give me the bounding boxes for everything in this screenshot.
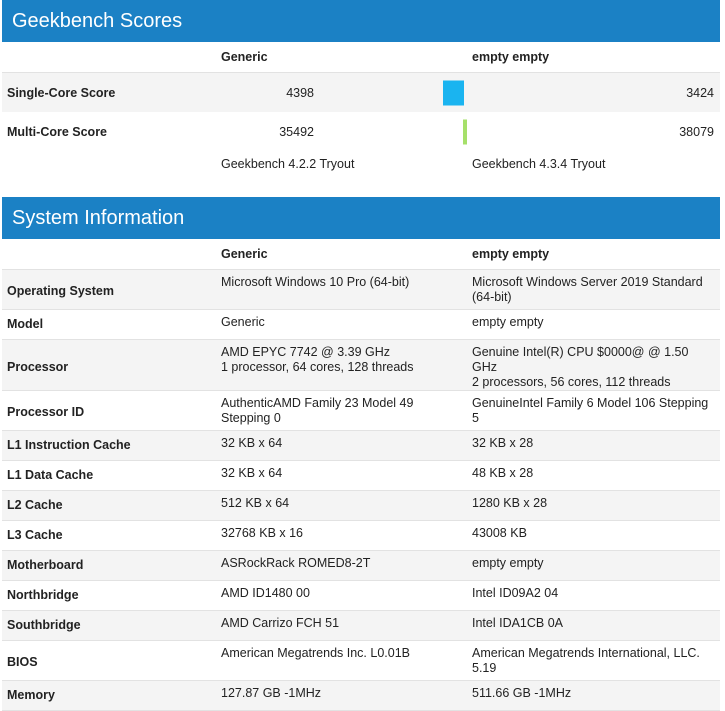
southbridge-generic: AMD Carrizo FCH 51 — [217, 610, 468, 641]
scores-title: Geekbench Scores — [2, 0, 720, 42]
scores-table: Generic empty empty Single-Core Score 43… — [2, 42, 720, 183]
l1-instruction-cache-label: L1 Instruction Cache — [2, 430, 217, 461]
system-header-empty: empty empty — [468, 239, 720, 270]
system-header-row: Generic empty empty — [2, 239, 720, 270]
processor-generic: AMD EPYC 7742 @ 3.39 GHz 1 processor, 64 … — [217, 339, 468, 391]
version-empty: Geekbench 4.3.4 Tryout — [472, 157, 606, 171]
system-row: Southbridge AMD Carrizo FCH 51 Intel IDA1C… — [2, 610, 720, 641]
bios-empty: American Megatrends International, LLC. … — [468, 640, 720, 681]
single-core-bar — [443, 80, 464, 105]
version-generic: Geekbench 4.2.2 Tryout — [221, 157, 355, 171]
operating-system-generic: Microsoft Windows 10 Pro (64-bit) — [217, 269, 468, 310]
motherboard-label: Motherboard — [2, 550, 217, 581]
l1-data-cache-generic: 32 KB x 64 — [217, 460, 468, 491]
scores-header-blank — [2, 42, 217, 73]
multi-core-empty-score: 38079 — [679, 124, 714, 139]
model-generic: Generic — [217, 309, 468, 340]
northbridge-label: Northbridge — [2, 580, 217, 611]
system-title: System Information — [2, 197, 720, 239]
motherboard-generic: ASRockRack ROMED8-2T — [217, 550, 468, 581]
system-row: BIOS American Megatrends Inc. L0.01B Ameri… — [2, 640, 720, 681]
system-header-blank — [2, 239, 217, 270]
l3-cache-label: L3 Cache — [2, 520, 217, 551]
southbridge-empty: Intel IDA1CB 0A — [468, 610, 720, 641]
bios-generic: American Megatrends Inc. L0.01B — [217, 640, 468, 681]
single-core-row: Single-Core Score 4398 3424 — [2, 72, 720, 112]
l2-cache-label: L2 Cache — [2, 490, 217, 521]
l1-instruction-cache-generic: 32 KB x 64 — [217, 430, 468, 461]
processor-label: Processor — [2, 339, 217, 391]
system-row: L1 Data Cache 32 KB x 64 48 KB x 28 — [2, 460, 720, 491]
scores-header-generic: Generic — [217, 42, 468, 73]
scores-panel: Geekbench Scores Generic empty empty Sin… — [2, 0, 720, 183]
processor-id-label: Processor ID — [2, 390, 217, 431]
system-row: L1 Instruction Cache 32 KB x 64 32 KB x 28 — [2, 430, 720, 461]
single-core-empty-score: 3424 — [686, 85, 714, 100]
system-table: Generic empty empty Operating System Micr… — [2, 239, 720, 711]
single-core-empty-cell: 3424 — [443, 72, 720, 112]
l3-cache-empty: 43008 KB — [468, 520, 720, 551]
system-row: L2 Cache 512 KB x 64 1280 KB x 28 — [2, 490, 720, 521]
l2-cache-empty: 1280 KB x 28 — [468, 490, 720, 521]
system-header-generic: Generic — [217, 239, 468, 270]
multi-core-generic-score: 35492 — [217, 112, 468, 151]
processor-id-empty: GenuineIntel Family 6 Model 106 Stepping… — [468, 390, 720, 431]
l2-cache-generic: 512 KB x 64 — [217, 490, 468, 521]
multi-core-bar — [463, 119, 467, 144]
memory-label: Memory — [2, 680, 217, 711]
l3-cache-generic: 32768 KB x 16 — [217, 520, 468, 551]
model-empty: empty empty — [468, 309, 720, 340]
system-row: Northbridge AMD ID1480 00 Intel ID09A2 04 — [2, 580, 720, 611]
processor-empty: Genuine Intel(R) CPU $0000@ @ 1.50 GHz 2 … — [468, 339, 720, 391]
processor-id-generic: AuthenticAMD Family 23 Model 49 Stepping… — [217, 390, 468, 431]
motherboard-empty: empty empty — [468, 550, 720, 581]
single-core-label: Single-Core Score — [2, 72, 217, 112]
memory-empty: 511.66 GB -1MHz — [468, 680, 720, 711]
multi-core-row: Multi-Core Score 35492 38079 — [2, 112, 720, 151]
bios-label: BIOS — [2, 640, 217, 681]
model-label: Model — [2, 309, 217, 340]
memory-generic: 127.87 GB -1MHz — [217, 680, 468, 711]
southbridge-label: Southbridge — [2, 610, 217, 641]
scores-header-empty: empty empty — [468, 42, 720, 73]
l1-data-cache-label: L1 Data Cache — [2, 460, 217, 491]
multi-core-label: Multi-Core Score — [2, 112, 217, 151]
system-row: Motherboard ASRockRack ROMED8-2T empty emp… — [2, 550, 720, 581]
single-core-generic-score: 4398 — [217, 72, 468, 112]
l1-instruction-cache-empty: 32 KB x 28 — [468, 430, 720, 461]
system-panel: System Information Generic empty empty O… — [2, 197, 720, 711]
multi-core-empty-cell: 38079 — [463, 112, 720, 151]
system-row: Operating System Microsoft Windows 10 Pro… — [2, 269, 720, 310]
system-row: Processor AMD EPYC 7742 @ 3.39 GHz 1 proce… — [2, 339, 720, 391]
version-row: Geekbench 4.2.2 Tryout Geekbench 4.3.4 T… — [2, 151, 720, 183]
system-row: Memory 127.87 GB -1MHz 511.66 GB -1MHz — [2, 680, 720, 711]
system-row: L3 Cache 32768 KB x 16 43008 KB — [2, 520, 720, 551]
operating-system-empty: Microsoft Windows Server 2019 Standard (… — [468, 269, 720, 310]
system-row: Processor ID AuthenticAMD Family 23 Model… — [2, 390, 720, 431]
version-blank — [2, 151, 217, 183]
northbridge-empty: Intel ID09A2 04 — [468, 580, 720, 611]
l1-data-cache-empty: 48 KB x 28 — [468, 460, 720, 491]
operating-system-label: Operating System — [2, 269, 217, 310]
northbridge-generic: AMD ID1480 00 — [217, 580, 468, 611]
system-row: Model Generic empty empty — [2, 309, 720, 340]
scores-header-row: Generic empty empty — [2, 42, 720, 73]
